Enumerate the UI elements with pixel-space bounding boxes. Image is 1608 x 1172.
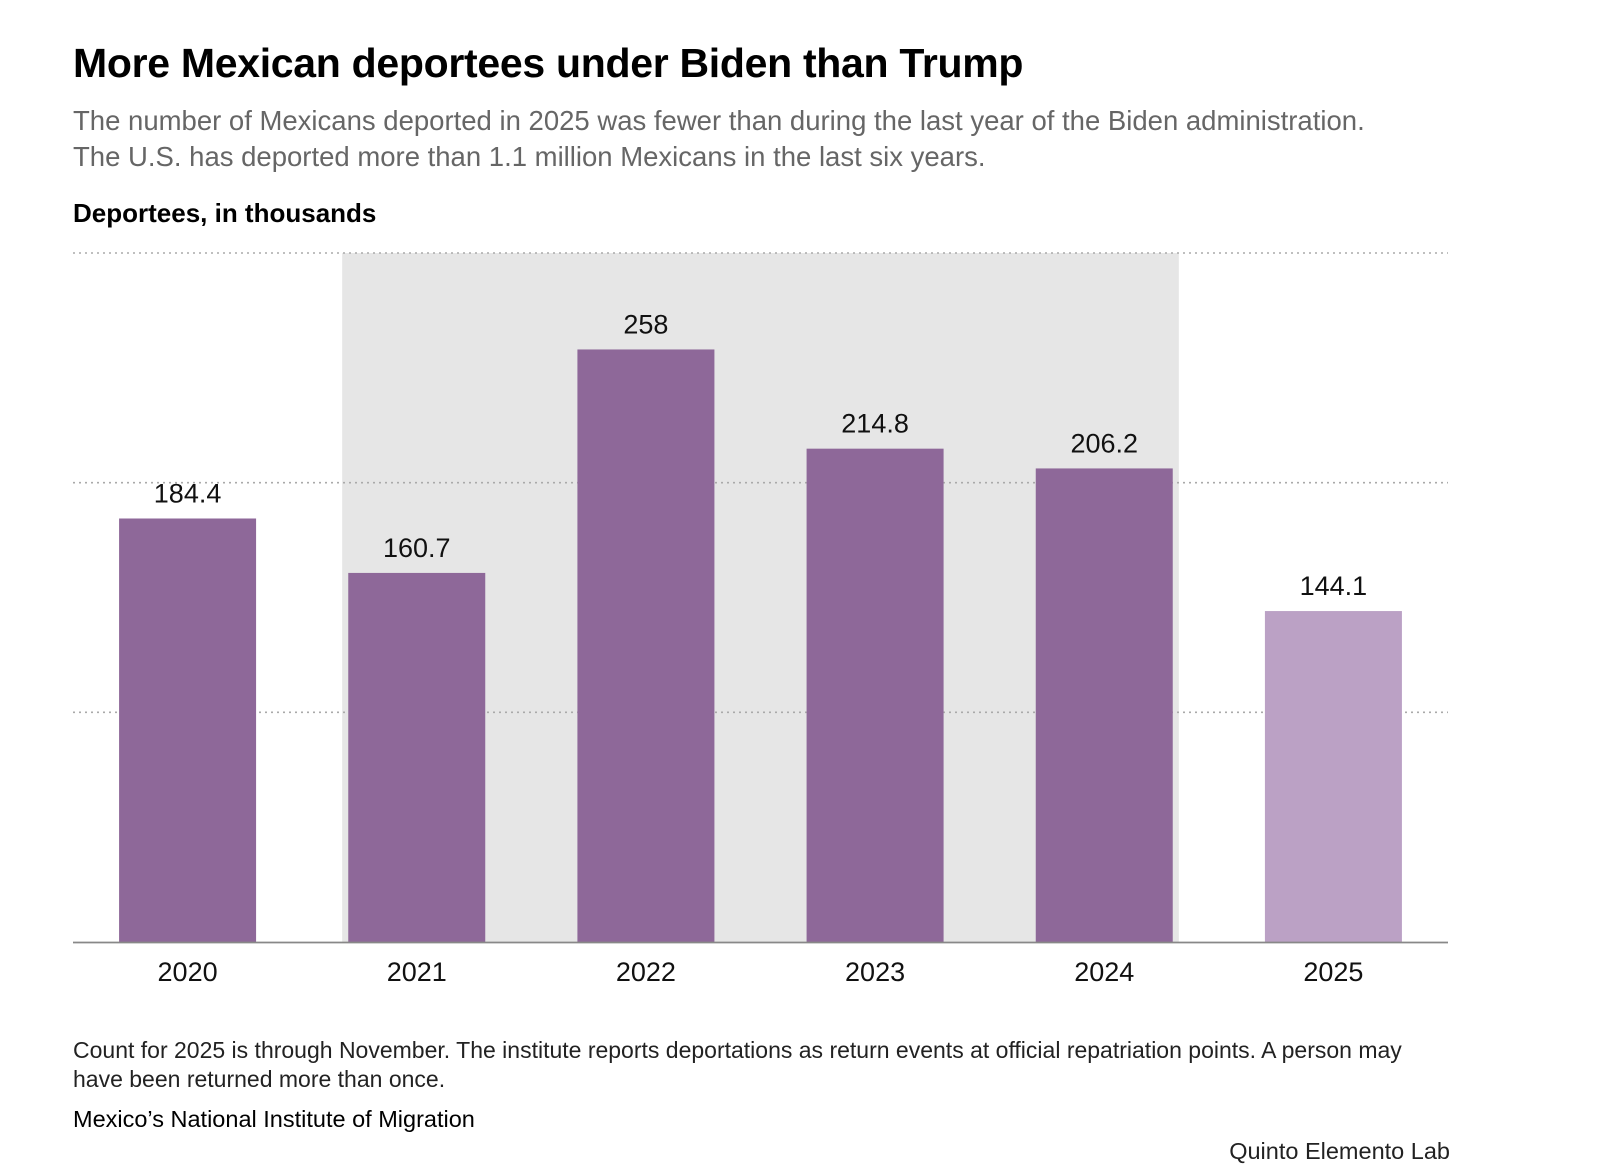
- footnote: Count for 2025 is through November. The …: [73, 1037, 1402, 1092]
- gridline-layer: [73, 252, 1448, 714]
- value-label-2022: 258: [623, 309, 668, 339]
- bar-2020: [119, 518, 257, 942]
- value-label-2025: 144.1: [1300, 571, 1368, 601]
- source-line: Mexico’s National Institute of Migration: [73, 1106, 475, 1132]
- bar-layer: [119, 349, 1402, 943]
- value-label-2024: 206.2: [1070, 428, 1138, 458]
- bar-2024: [1035, 468, 1173, 942]
- value-label-2021: 160.7: [383, 533, 451, 563]
- chart-subtitle: The number of Mexicans deported in 2025 …: [73, 105, 1365, 172]
- label-layer: 184.4 2020 160.7 2021 258 2022 214.8 2023 206.2 2…: [154, 309, 1367, 987]
- y-axis-unit-label: Deportees, in thousands: [73, 198, 377, 228]
- credit-line: Quinto Elemento Lab: [1229, 1138, 1450, 1164]
- bar-2021: [348, 572, 486, 942]
- x-tick-label-2025: 2025: [1303, 957, 1363, 987]
- x-tick-label-2020: 2020: [158, 957, 218, 987]
- x-tick-label-2021: 2021: [387, 957, 447, 987]
- bar-chart: 184.4 2020 160.7 2021 258 2022 214.8 2023 206.2 2…: [73, 252, 1448, 987]
- bar-2025: [1264, 611, 1402, 942]
- value-label-2023: 214.8: [841, 409, 909, 439]
- chart-title: More Mexican deportees under Biden than …: [73, 40, 1024, 86]
- x-tick-label-2022: 2022: [616, 957, 676, 987]
- value-label-2020: 184.4: [154, 478, 222, 508]
- bar-2022: [577, 349, 715, 943]
- x-tick-label-2024: 2024: [1074, 957, 1134, 987]
- x-tick-label-2023: 2023: [845, 957, 905, 987]
- bar-2023: [806, 448, 944, 942]
